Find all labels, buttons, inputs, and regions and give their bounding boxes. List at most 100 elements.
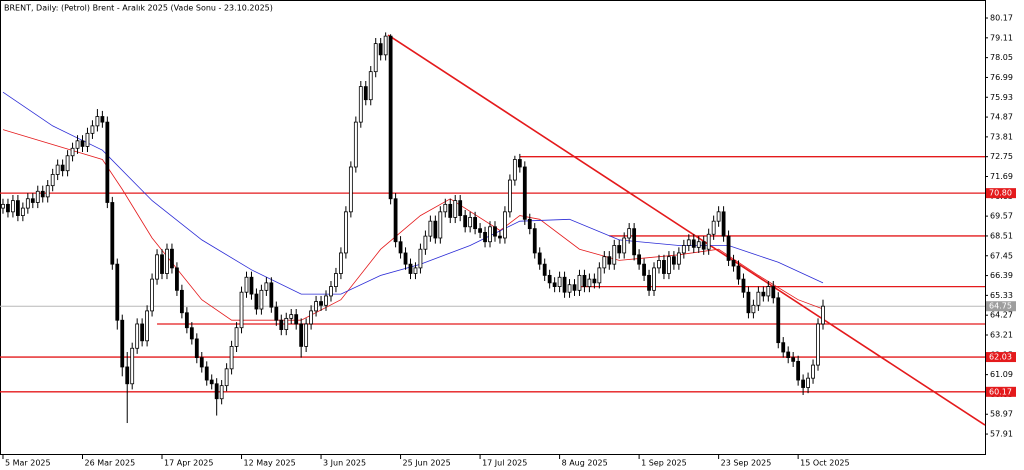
candle-body	[761, 291, 766, 297]
candle-body	[642, 263, 646, 276]
candle-body	[204, 366, 209, 381]
candle-body	[284, 317, 289, 330]
candle-body	[329, 286, 333, 297]
last-price-label: 64.75	[989, 302, 1012, 311]
level-tag-label: 70.80	[989, 189, 1012, 198]
candle-body	[294, 314, 299, 325]
candle-body	[806, 377, 810, 388]
candle-body	[811, 364, 815, 379]
y-tick-label: 72.75	[990, 152, 1013, 161]
candle-body	[299, 323, 304, 347]
candle-body	[577, 274, 582, 291]
candle-body	[304, 323, 309, 347]
candle-body	[701, 241, 706, 250]
y-tick-label: 61.09	[990, 370, 1013, 379]
candle-body	[383, 35, 388, 56]
candle-body	[115, 263, 120, 321]
candle-body	[413, 267, 418, 274]
candle-body	[686, 239, 691, 246]
x-tick-label: 5 Mar 2025	[5, 459, 51, 468]
candle-body	[199, 357, 204, 368]
candle-body	[657, 260, 661, 269]
candle-body	[587, 278, 592, 287]
candle-body	[254, 293, 259, 310]
candle-body	[179, 289, 184, 314]
candle-body	[503, 211, 507, 239]
candle-body	[403, 252, 408, 265]
y-tick-label: 58.97	[990, 410, 1013, 419]
candle-body	[781, 342, 786, 353]
candle-body	[165, 248, 169, 274]
candle-body	[602, 256, 607, 269]
candle-body	[40, 190, 45, 198]
candle-body	[522, 166, 527, 220]
candle-body	[95, 116, 100, 127]
candle-body	[393, 198, 398, 243]
candle-body	[468, 217, 473, 228]
candle-body	[493, 226, 497, 237]
candle-body	[65, 155, 70, 172]
y-tick-label: 68.51	[990, 231, 1013, 240]
candle-body	[11, 200, 15, 213]
candle-body	[557, 276, 562, 287]
plot-frame	[0, 0, 986, 455]
candle-body	[796, 360, 801, 381]
candle-body	[214, 383, 219, 400]
candle-body	[801, 379, 806, 388]
y-tick-label: 75.93	[990, 93, 1013, 102]
x-tick-label: 15 Oct 2025	[800, 459, 849, 468]
candle-body	[334, 273, 338, 287]
candle-body	[418, 248, 423, 269]
candle-body	[652, 267, 656, 291]
candle-body	[6, 203, 10, 213]
candle-body	[249, 276, 254, 295]
x-tick-label: 3 Jun 2025	[323, 459, 366, 468]
candle-body	[671, 256, 676, 265]
candle-body	[498, 235, 502, 239]
candle-body	[517, 159, 522, 168]
candle-body	[731, 260, 736, 267]
candle-body	[532, 228, 537, 254]
candle-body	[219, 385, 224, 400]
last-price-tag	[986, 301, 1016, 312]
candle-body	[582, 274, 587, 287]
candle-body	[80, 140, 85, 147]
candle-body	[612, 245, 617, 265]
candle-body	[562, 276, 567, 293]
candle-body	[617, 245, 622, 254]
candle-body	[75, 140, 80, 149]
candle-body	[368, 71, 373, 101]
candle-body	[647, 274, 651, 291]
candle-body	[662, 260, 666, 274]
candle-body	[358, 86, 363, 123]
y-tick-label: 69.57	[990, 212, 1013, 221]
candle-body	[130, 347, 135, 385]
chart-title: BRENT, Daily: (Petrol) Brent - Aralık 20…	[4, 4, 273, 13]
candle-body	[696, 241, 701, 248]
candle-body	[741, 278, 746, 293]
candle-body	[438, 211, 443, 239]
trendline	[387, 34, 986, 426]
candle-body	[35, 190, 40, 203]
level-tag-label: 62.03	[989, 353, 1012, 362]
candle-body	[309, 310, 314, 325]
candle-body	[25, 198, 30, 209]
candle-body	[135, 323, 140, 349]
level-tag	[986, 386, 1016, 397]
x-tick-label: 1 Sep 2025	[641, 459, 687, 468]
candle-body	[194, 338, 199, 359]
candle-body	[110, 202, 115, 265]
candle-body	[473, 217, 478, 230]
candle-body	[443, 203, 448, 213]
candle-body	[105, 121, 110, 203]
candle-body	[234, 327, 239, 347]
candle-body	[756, 291, 761, 306]
candle-body	[30, 198, 35, 203]
candle-body	[343, 211, 348, 254]
y-tick-label: 57.91	[990, 430, 1013, 439]
candle-body	[766, 286, 771, 297]
candle-body	[667, 256, 671, 274]
y-tick-label: 67.45	[990, 251, 1013, 260]
candle-body	[1, 203, 5, 209]
